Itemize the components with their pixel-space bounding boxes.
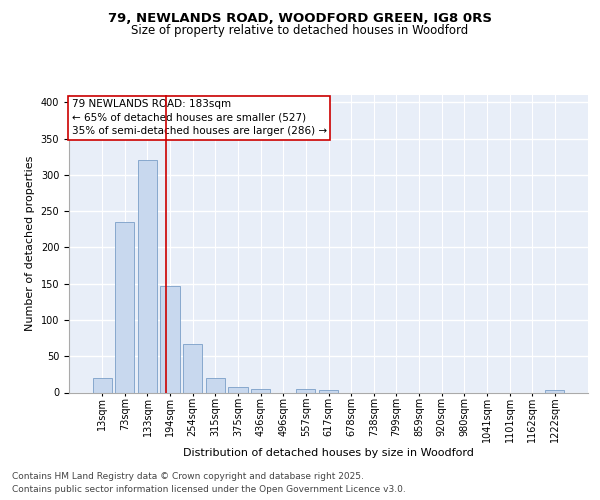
Bar [160,286,180,393]
Bar [206,378,225,392]
Text: Contains HM Land Registry data © Crown copyright and database right 2025.: Contains HM Land Registry data © Crown c… [12,472,364,481]
Text: 79, NEWLANDS ROAD, WOODFORD GREEN, IG8 0RS: 79, NEWLANDS ROAD, WOODFORD GREEN, IG8 0… [108,12,492,26]
Text: Size of property relative to detached houses in Woodford: Size of property relative to detached ho… [131,24,469,37]
Y-axis label: Number of detached properties: Number of detached properties [25,156,35,332]
Bar [138,160,157,392]
Bar [183,344,202,393]
Bar [296,389,316,392]
Text: 79 NEWLANDS ROAD: 183sqm
← 65% of detached houses are smaller (527)
35% of semi-: 79 NEWLANDS ROAD: 183sqm ← 65% of detach… [71,100,327,136]
X-axis label: Distribution of detached houses by size in Woodford: Distribution of detached houses by size … [183,448,474,458]
Bar [229,386,248,392]
Bar [319,390,338,392]
Bar [251,389,270,392]
Bar [92,378,112,392]
Bar [115,222,134,392]
Text: Contains public sector information licensed under the Open Government Licence v3: Contains public sector information licen… [12,485,406,494]
Bar [545,390,565,392]
